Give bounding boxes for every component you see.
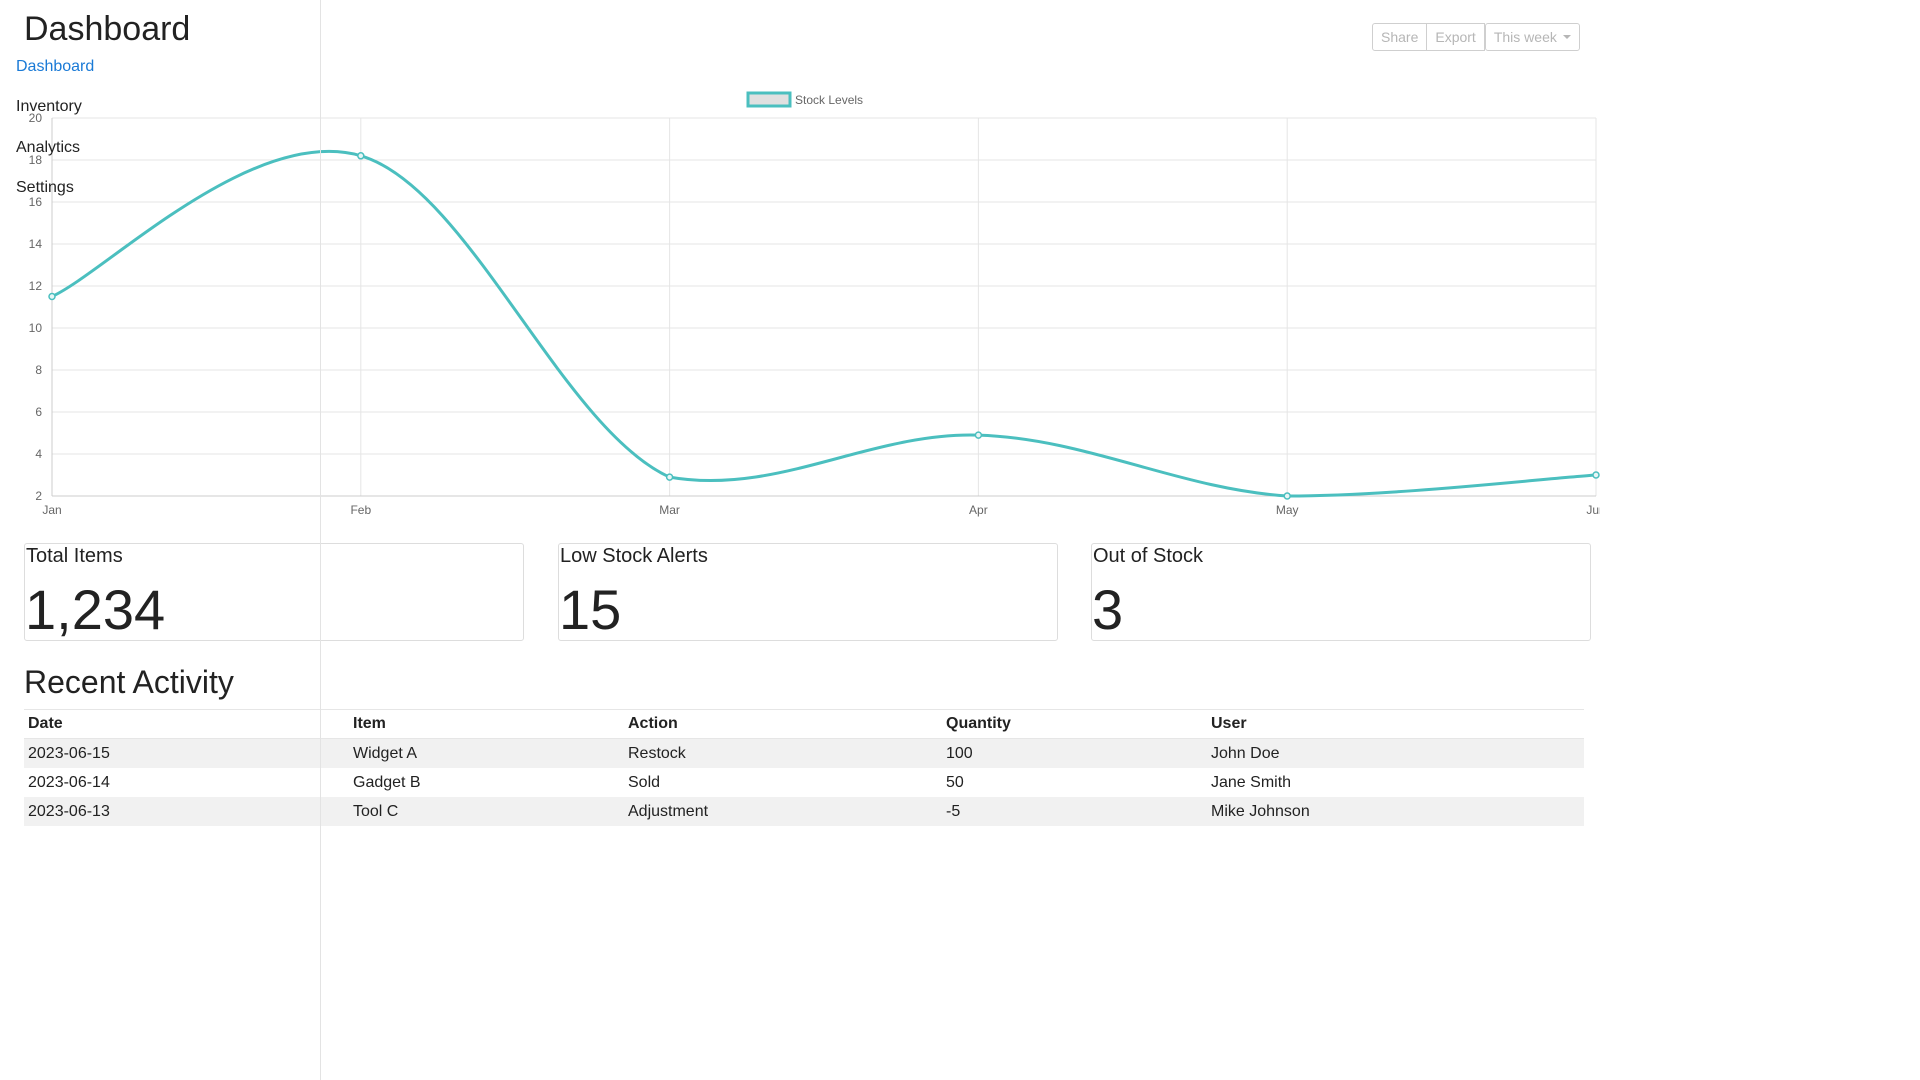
legend-swatch xyxy=(746,91,792,108)
table-row: 2023-06-13 Tool C Adjustment -5 Mike Joh… xyxy=(24,797,1584,826)
stat-value-low-stock: 15 xyxy=(559,578,622,641)
period-dropdown-label: This week xyxy=(1493,29,1557,45)
y-tick-label: 6 xyxy=(35,405,42,419)
cell-date: 2023-06-15 xyxy=(24,738,349,768)
stat-title-total-items: Total Items xyxy=(26,545,123,567)
y-tick-label: 12 xyxy=(29,279,43,293)
stat-card-out-of-stock: Out of Stock 3 xyxy=(1091,543,1591,641)
y-tick-label: 18 xyxy=(29,153,43,167)
cell-quantity: 50 xyxy=(946,773,964,791)
x-tick-label: Feb xyxy=(350,503,371,517)
y-tick-label: 2 xyxy=(35,489,42,503)
y-tick-label: 20 xyxy=(29,111,43,125)
cell-user: John Doe xyxy=(1207,738,1584,768)
data-point xyxy=(665,473,674,481)
cell-user: Mike Johnson xyxy=(1207,797,1584,826)
cell-date: 2023-06-13 xyxy=(24,797,349,826)
x-tick-label: Apr xyxy=(969,503,988,517)
cell-action: Sold xyxy=(628,773,661,791)
cell-user: Jane Smith xyxy=(1211,773,1292,791)
stat-value-out-of-stock: 3 xyxy=(1092,578,1124,641)
table-row: 2023-06-15 Widget A Restock 100 John Doe xyxy=(24,738,1584,768)
recent-activity-heading: Recent Activity xyxy=(24,664,234,700)
x-tick-label: Jun xyxy=(1586,503,1600,517)
share-button[interactable]: Share xyxy=(1372,23,1428,51)
cell-item: Widget A xyxy=(349,738,624,768)
x-tick-label: Mar xyxy=(659,503,680,517)
column-header-quantity: Quantity xyxy=(942,709,1207,739)
y-tick-label: 14 xyxy=(29,237,43,251)
data-point xyxy=(1592,471,1600,479)
cell-item: Tool C xyxy=(349,797,624,826)
y-tick-label: 8 xyxy=(35,363,42,377)
stat-title-out-of-stock: Out of Stock xyxy=(1093,545,1204,567)
export-button[interactable]: Export xyxy=(1426,23,1485,51)
stat-title-low-stock: Low Stock Alerts xyxy=(560,545,708,567)
sidebar: Dashboard Inventory Analytics Settings xyxy=(0,0,321,1080)
cell-action: Adjustment xyxy=(624,797,942,826)
recent-activity-table: Date Item Action Quantity User 2023-06-1… xyxy=(24,709,1584,826)
stat-value-total-items: 1,234 xyxy=(25,578,166,641)
page-title: Dashboard xyxy=(24,10,191,48)
y-tick-label: 16 xyxy=(29,195,43,209)
table-row: 2023-06-14 Gadget B Sold 50 Jane Smith xyxy=(24,768,1584,797)
caret-down-icon xyxy=(1562,35,1571,39)
x-tick-label: Jan xyxy=(42,503,61,517)
sidebar-item-dashboard[interactable]: Dashboard xyxy=(16,58,95,75)
stock-levels-chart: 2 4 6 8 10 12 14 16 18 20 Jan Feb Mar Apr May Jun Stock … xyxy=(0,80,1606,520)
stat-card-low-stock: Low Stock Alerts 15 xyxy=(558,543,1058,641)
x-tick-label: May xyxy=(1276,503,1299,517)
column-header-date: Date xyxy=(24,709,349,739)
data-point xyxy=(974,431,983,439)
period-dropdown[interactable]: This week xyxy=(1484,23,1580,51)
cell-quantity: -5 xyxy=(942,797,1207,826)
cell-item: Gadget B xyxy=(353,773,421,791)
column-header-item: Item xyxy=(349,709,624,739)
data-point xyxy=(357,152,365,160)
sidebar-item-inventory[interactable]: Inventory xyxy=(16,98,82,115)
column-header-user: User xyxy=(1207,709,1584,739)
table-header-row: Date Item Action Quantity User xyxy=(24,709,1584,739)
cell-date: 2023-06-14 xyxy=(28,773,110,791)
chart-svg: 2 4 6 8 10 12 14 16 18 20 Jan Feb Mar Apr May Jun Stock … xyxy=(29,91,1606,517)
y-tick-label: 4 xyxy=(35,447,42,461)
column-header-action: Action xyxy=(624,709,942,739)
stat-card-total-items: Total Items 1,234 xyxy=(24,543,524,641)
sidebar-item-settings[interactable]: Settings xyxy=(16,179,74,196)
data-point xyxy=(48,292,56,301)
sidebar-item-analytics[interactable]: Analytics xyxy=(16,139,81,156)
toolbar: Share Export This week xyxy=(1372,23,1580,51)
legend-label: Stock Levels xyxy=(795,93,863,107)
data-point xyxy=(1283,492,1291,500)
cell-action: Restock xyxy=(624,738,942,768)
cell-quantity: 100 xyxy=(942,738,1207,768)
y-tick-label: 10 xyxy=(29,321,43,335)
series-line-stock-levels xyxy=(51,149,1597,498)
